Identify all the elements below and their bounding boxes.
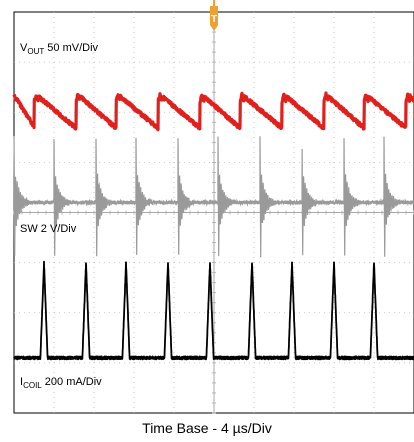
icoil-trace	[13, 260, 414, 361]
trigger-letter: T	[211, 14, 217, 25]
icoil-channel-label: ICOIL 200 mA/Div	[20, 376, 102, 391]
waveform-traces	[12, 91, 414, 361]
trigger-flag	[210, 6, 218, 31]
sw-trace	[13, 136, 414, 258]
vout-channel-label: VOUT 50 mV/Div	[20, 42, 99, 57]
trigger-marker: T	[210, 0, 218, 31]
vout-trace	[12, 91, 414, 132]
oscilloscope-screen: T	[12, 0, 414, 414]
sw-channel-label: SW 2 V/Div	[20, 223, 77, 235]
time-base-label: Time Base - 4 µs/Div	[142, 420, 272, 436]
